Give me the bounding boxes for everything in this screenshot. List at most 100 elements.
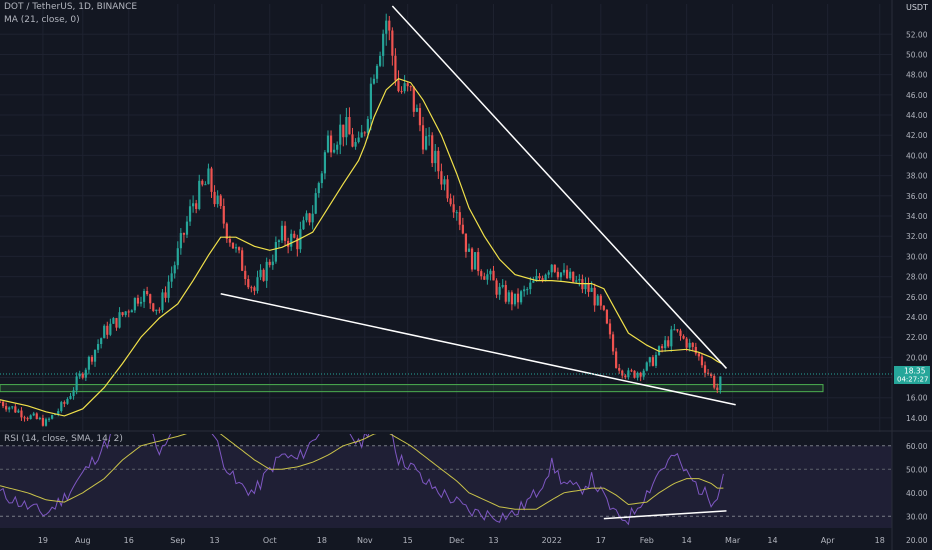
- candle-body: [207, 168, 210, 185]
- candles: [0, 13, 722, 427]
- price-axis[interactable]: 14.0016.0018.0020.0022.0024.0026.0028.00…: [906, 30, 928, 423]
- rsi-pane: [0, 434, 892, 528]
- candle-body: [688, 342, 691, 348]
- candle-body: [90, 356, 94, 362]
- candle-body: [418, 108, 422, 126]
- last-price-value: 18.35: [904, 366, 926, 375]
- candle-body: [66, 398, 69, 404]
- rsi-divergence-line: [603, 510, 727, 520]
- candle-body: [431, 135, 434, 164]
- time-axis[interactable]: 19 Aug 16 Sep 13 Oct 18 Nov 15 Dec 13 2022 17 Feb 14 Ma…: [38, 536, 885, 545]
- candle-body: [38, 417, 41, 419]
- time-tick-label: Mar: [725, 536, 741, 545]
- candle-body: [627, 370, 630, 378]
- candle-body: [498, 286, 501, 295]
- price-tick-label: 50.00: [906, 50, 928, 59]
- candle-body: [474, 252, 477, 270]
- candle-body: [188, 206, 192, 222]
- candle-body: [345, 117, 348, 138]
- rsi-tick-label: 40.00: [906, 489, 928, 498]
- candle-body: [366, 119, 369, 133]
- candle-body: [228, 238, 231, 243]
- candle-body: [44, 419, 48, 426]
- candle-body: [216, 195, 219, 205]
- time-tick-label: Feb: [640, 536, 654, 545]
- price-tick-label: 44.00: [906, 111, 928, 120]
- candle-body: [302, 220, 305, 230]
- candle-body: [253, 287, 256, 291]
- candle-body: [664, 340, 667, 349]
- price-tick-label: 26.00: [906, 293, 928, 302]
- candle-body: [562, 269, 566, 273]
- trendline-lower: [220, 293, 736, 406]
- candle-body: [538, 276, 541, 279]
- candle-body: [23, 417, 26, 419]
- candle-body: [231, 242, 235, 249]
- candle-body: [670, 329, 673, 347]
- candle-body: [87, 356, 90, 370]
- candle-body: [703, 365, 707, 373]
- candle-body: [283, 225, 287, 241]
- candle-body: [112, 318, 115, 324]
- candle-body: [523, 289, 526, 292]
- candle-body: [167, 281, 170, 298]
- candle-body: [661, 346, 664, 349]
- symbol-title[interactable]: DOT / TetherUS, 1D, BINANCE: [4, 2, 138, 12]
- candle-body: [547, 272, 550, 275]
- candle-body: [17, 410, 20, 413]
- candle-body: [11, 406, 14, 408]
- candle-body: [645, 362, 648, 371]
- rsi-tick-label: 20.00: [906, 536, 928, 545]
- candle-body: [317, 183, 320, 194]
- candle-body: [608, 323, 612, 335]
- candle-body: [618, 367, 621, 371]
- candle-body: [124, 311, 127, 316]
- candle-body: [14, 406, 17, 413]
- candle-body: [161, 292, 164, 310]
- candle-body: [639, 372, 642, 377]
- candle-body: [93, 349, 97, 362]
- candle-body: [510, 292, 514, 305]
- currency-label: USDT: [906, 3, 928, 12]
- candle-body: [152, 303, 155, 311]
- time-tick-label: 18: [317, 536, 327, 545]
- time-tick-label: 15: [403, 536, 413, 545]
- candle-body: [305, 213, 308, 221]
- candle-body: [584, 283, 587, 290]
- candle-body: [32, 413, 35, 416]
- candle-body: [421, 125, 425, 150]
- candle-body: [96, 344, 100, 350]
- time-tick-label: 17: [596, 536, 606, 545]
- time-tick-label: Sep: [170, 536, 185, 545]
- candle-body: [504, 285, 507, 302]
- candle-body: [428, 135, 431, 137]
- candle-body: [706, 372, 710, 374]
- candle-body: [290, 233, 293, 247]
- candle-body: [256, 277, 259, 291]
- candle-body: [339, 124, 342, 145]
- candle-body: [136, 297, 140, 304]
- candle-body: [636, 372, 639, 378]
- candle-body: [47, 418, 51, 420]
- candle-body: [293, 233, 296, 238]
- candle-body: [406, 83, 409, 87]
- ma-legend[interactable]: MA (21, close, 0): [4, 15, 80, 25]
- candle-body: [535, 276, 538, 281]
- support-zone-band: [0, 384, 824, 393]
- candle-body: [149, 294, 152, 304]
- candle-body: [155, 309, 158, 311]
- time-tick-label: 18: [875, 536, 885, 545]
- candle-body: [146, 291, 149, 295]
- candle-body: [400, 91, 403, 93]
- candle-body: [333, 149, 336, 153]
- rsi-axis[interactable]: 20.00 30.00 40.00 50.00 60.00: [906, 442, 928, 545]
- candle-body: [176, 248, 179, 266]
- candle-body: [409, 86, 412, 88]
- candle-body: [391, 30, 394, 56]
- candle-body: [710, 373, 713, 376]
- candle-body: [247, 279, 250, 288]
- rsi-legend[interactable]: RSI (14, close, SMA, 14, 2): [4, 434, 123, 444]
- candle-body: [477, 252, 480, 272]
